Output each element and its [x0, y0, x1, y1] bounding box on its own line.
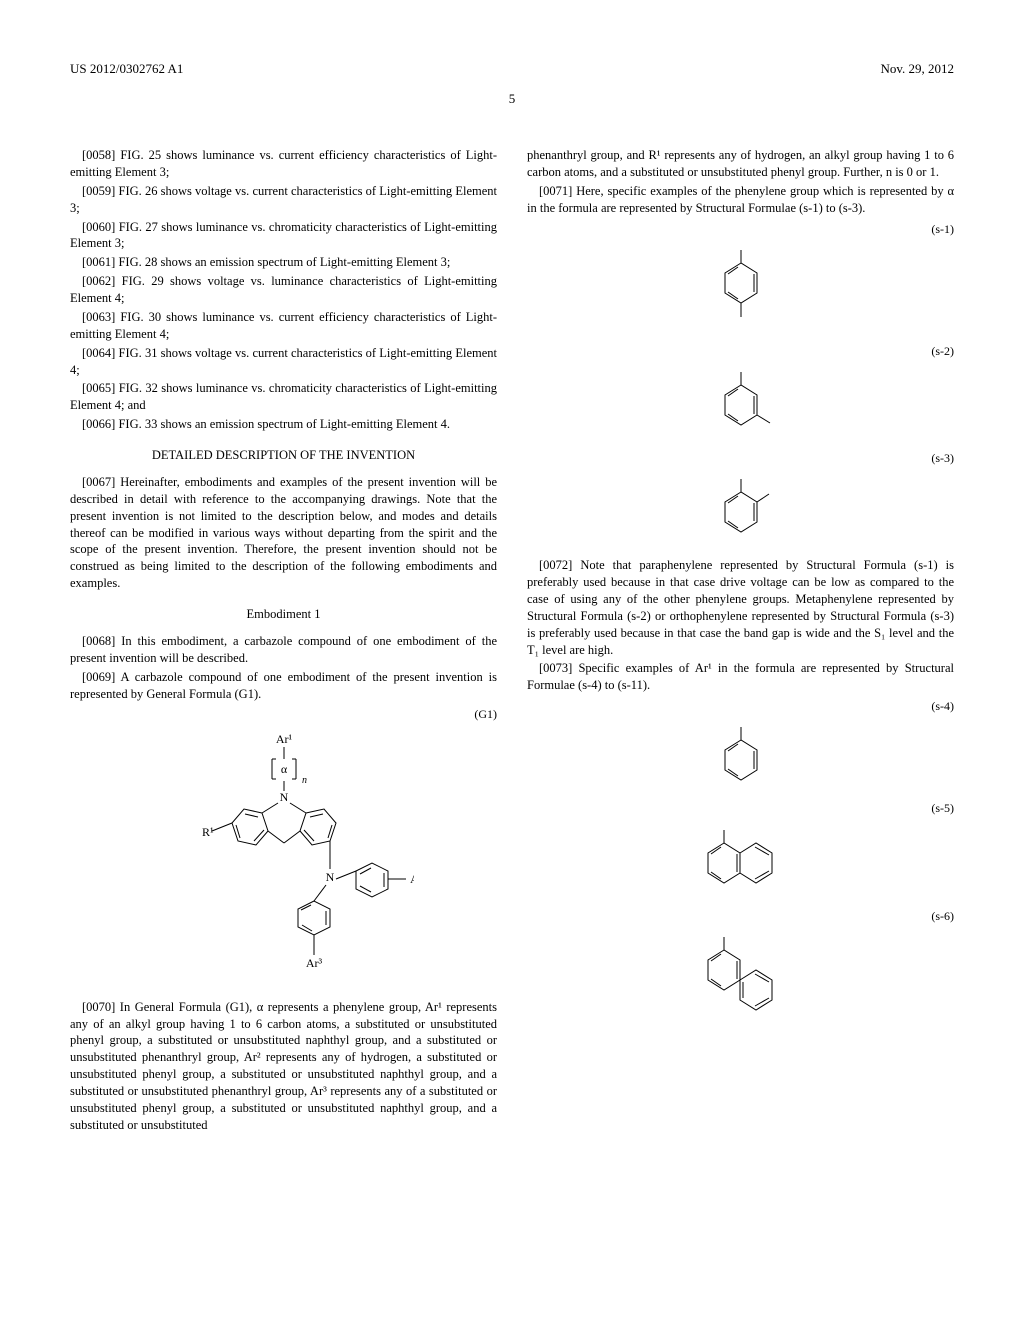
svg-text:N: N [325, 870, 334, 884]
chemical-structure-s2-icon [706, 367, 776, 442]
formula-s3-label: (s-3) [527, 450, 954, 466]
paragraph-0072: [0072] Note that paraphenylene represent… [527, 557, 954, 658]
paragraph-0059: [0059] FIG. 26 shows voltage vs. current… [70, 183, 497, 217]
paragraph-0063: [0063] FIG. 30 shows luminance vs. curre… [70, 309, 497, 343]
svg-text:Ar¹: Ar¹ [275, 732, 292, 746]
formula-s4-label: (s-4) [527, 698, 954, 714]
chemical-structure-s3-icon [711, 474, 771, 549]
formula-s2-label: (s-2) [527, 343, 954, 359]
svg-text:R¹: R¹ [202, 825, 214, 839]
formula-g1-label: (G1) [70, 706, 497, 722]
paragraph-0067: [0067] Hereinafter, embodiments and exam… [70, 474, 497, 592]
svg-text:n: n [302, 775, 307, 786]
paragraph-0058: [0058] FIG. 25 shows luminance vs. curre… [70, 147, 497, 181]
paragraph-0061: [0061] FIG. 28 shows an emission spectru… [70, 254, 497, 271]
chemical-structure-g1-icon: Ar¹ α n N [154, 731, 414, 991]
paragraph-0071: [0071] Here, specific examples of the ph… [527, 183, 954, 217]
two-column-layout: [0058] FIG. 25 shows luminance vs. curre… [70, 147, 954, 1136]
paragraph-0070: [0070] In General Formula (G1), α repres… [70, 999, 497, 1134]
detailed-description-title: DETAILED DESCRIPTION OF THE INVENTION [70, 447, 497, 464]
svg-text:Ar²: Ar² [410, 872, 414, 886]
paragraph-0060: [0060] FIG. 27 shows luminance vs. chrom… [70, 219, 497, 253]
paragraph-0065: [0065] FIG. 32 shows luminance vs. chrom… [70, 380, 497, 414]
paragraph-0066: [0066] FIG. 33 shows an emission spectru… [70, 416, 497, 433]
svg-text:N: N [279, 790, 288, 804]
formula-s6-label: (s-6) [527, 908, 954, 924]
page-header: US 2012/0302762 A1 Nov. 29, 2012 [70, 60, 954, 78]
paragraph-0070-continued: phenanthryl group, and R¹ represents any… [527, 147, 954, 181]
svg-text:α: α [280, 762, 287, 776]
publication-date: Nov. 29, 2012 [880, 60, 954, 78]
chemical-structure-s1-icon [711, 245, 771, 335]
publication-number: US 2012/0302762 A1 [70, 60, 183, 78]
paragraph-0073: [0073] Specific examples of Ar¹ in the f… [527, 660, 954, 694]
paragraph-0069: [0069] A carbazole compound of one embod… [70, 669, 497, 703]
left-column: [0058] FIG. 25 shows luminance vs. curre… [70, 147, 497, 1136]
chemical-structure-s6-icon [696, 932, 786, 1022]
paragraph-0064: [0064] FIG. 31 shows voltage vs. current… [70, 345, 497, 379]
svg-text:Ar³: Ar³ [305, 956, 322, 970]
paragraph-0062: [0062] FIG. 29 shows voltage vs. luminan… [70, 273, 497, 307]
paragraph-0068: [0068] In this embodiment, a carbazole c… [70, 633, 497, 667]
chemical-structure-s5-icon [696, 825, 786, 900]
page-number: 5 [70, 90, 954, 108]
embodiment-1-title: Embodiment 1 [70, 606, 497, 623]
right-column: phenanthryl group, and R¹ represents any… [527, 147, 954, 1136]
chemical-structure-s4-icon [711, 722, 771, 792]
formula-s5-label: (s-5) [527, 800, 954, 816]
formula-s1-label: (s-1) [527, 221, 954, 237]
